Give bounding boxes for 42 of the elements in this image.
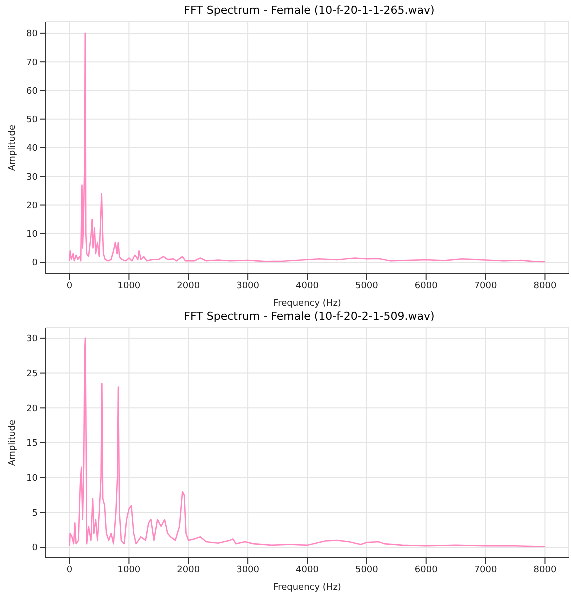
y-tick-label: 10 xyxy=(26,474,38,484)
line-series xyxy=(69,338,546,548)
y-tick-label: 20 xyxy=(26,201,38,212)
x-tick-label: 2000 xyxy=(177,281,200,292)
x-tick-label: 8000 xyxy=(534,565,557,576)
y-tick-label: 0 xyxy=(32,544,38,554)
y-tick-label: 50 xyxy=(26,116,38,126)
y-axis-title: Amplitude xyxy=(8,419,18,466)
line-series xyxy=(69,32,546,263)
y-tick-label: 0 xyxy=(32,258,38,269)
y-axis-title: Amplitude xyxy=(8,124,18,172)
x-tick-label: 8000 xyxy=(534,281,557,292)
y-tick-label: 10 xyxy=(26,230,38,240)
y-tick-label: 30 xyxy=(26,334,38,345)
x-tick-label: 6000 xyxy=(414,281,438,292)
x-tick-label: 1000 xyxy=(118,565,141,576)
x-tick-label: 3000 xyxy=(236,281,260,292)
x-axis-title: Frequency (Hz) xyxy=(274,583,342,592)
x-tick-label: 3000 xyxy=(236,565,260,576)
x-tick-label: 7000 xyxy=(474,281,498,292)
y-tick-label: 60 xyxy=(26,86,38,97)
x-tick-label: 5000 xyxy=(355,565,379,576)
y-tick-label: 40 xyxy=(26,144,38,154)
x-tick-label: 4000 xyxy=(296,281,320,292)
chart-title: FFT Spectrum - Female (10-f-20-1-1-265.wav) xyxy=(183,4,436,18)
x-tick-label: 0 xyxy=(66,565,73,576)
x-tick-label: 0 xyxy=(66,281,73,292)
x-tick-label: 1000 xyxy=(118,281,141,292)
x-tick-label: 7000 xyxy=(474,565,498,576)
x-tick-label: 5000 xyxy=(355,281,379,292)
y-tick-label: 25 xyxy=(26,370,38,380)
y-tick-label: 70 xyxy=(26,58,38,68)
y-tick-label: 30 xyxy=(26,172,38,183)
x-tick-label: 4000 xyxy=(296,565,320,576)
x-tick-label: 2000 xyxy=(177,565,200,576)
x-tick-label: 6000 xyxy=(414,565,438,576)
y-tick-label: 80 xyxy=(26,30,38,40)
y-tick-label: 15 xyxy=(26,439,38,450)
chart-title: FFT Spectrum - Female (10-f-20-2-1-509.wav) xyxy=(183,310,436,324)
x-axis-title: Frequency (Hz) xyxy=(274,299,342,309)
y-tick-label: 5 xyxy=(32,508,38,519)
y-tick-label: 20 xyxy=(26,404,38,414)
